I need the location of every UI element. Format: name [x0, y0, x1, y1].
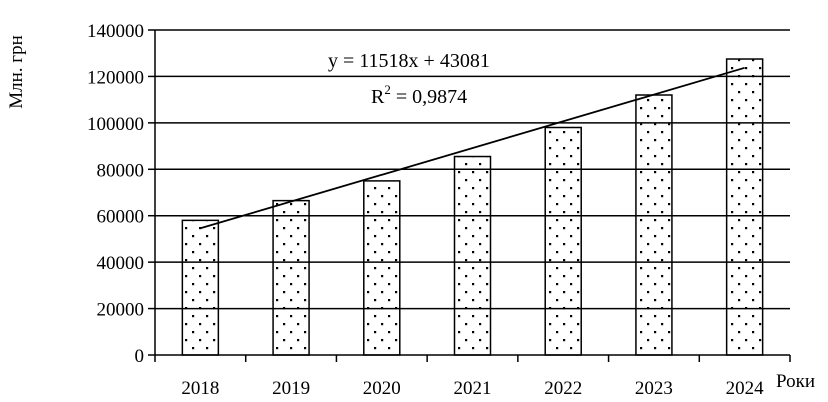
r-squared-sup: 2: [384, 82, 391, 97]
r-squared-label: R2 = 0,9874: [371, 82, 467, 108]
y-tick-label: 40000: [97, 253, 145, 274]
y-tick-label: 20000: [97, 300, 145, 321]
x-tick-label: 2022: [544, 378, 582, 399]
bar-2018: [181, 219, 220, 356]
bar-2023: [635, 94, 673, 356]
trendline-group: [200, 66, 745, 230]
x-tick-label: 2024: [726, 378, 765, 399]
y-tick-label: 100000: [87, 114, 144, 135]
x-tick-label: 2019: [272, 378, 310, 399]
bars: [181, 58, 764, 356]
bar-2022: [544, 126, 582, 356]
x-tick-label: 2021: [454, 378, 492, 399]
y-tick-label: 0: [135, 346, 145, 367]
y-tick-label: 140000: [87, 21, 144, 42]
bar-2024: [725, 58, 764, 356]
x-axis-title: Роки: [776, 371, 815, 392]
x-tick-label: 2020: [363, 378, 401, 399]
y-tick-label: 120000: [87, 67, 144, 88]
x-tick-label: 2023: [635, 378, 673, 399]
trendline: [200, 66, 745, 230]
r-squared-prefix: R: [371, 86, 385, 108]
axes: [148, 29, 791, 362]
x-tick-label: 2018: [181, 378, 219, 399]
bar-2019: [272, 199, 310, 356]
trendline-equation: y = 11518x + 43081: [328, 50, 490, 72]
bar-2021: [453, 155, 492, 356]
r-squared-value: = 0,9874: [391, 86, 467, 108]
labels: Млн. грн Роки y = 11518x + 43081 R2 = 0,…: [6, 21, 815, 399]
y-tick-label: 60000: [97, 207, 145, 228]
bar-2020: [363, 180, 401, 356]
y-tick-label: 80000: [97, 160, 145, 181]
y-axis-title: Млн. грн: [6, 35, 27, 109]
